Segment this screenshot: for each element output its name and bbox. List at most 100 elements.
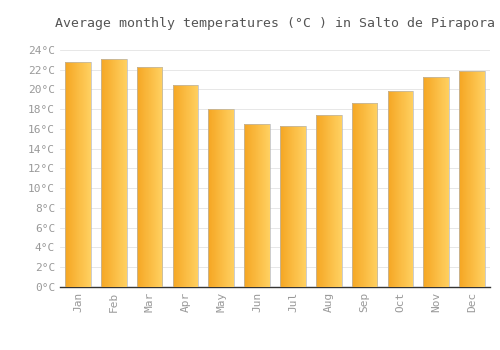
- Bar: [262, 124, 263, 287]
- Bar: [324, 115, 325, 287]
- Bar: [245, 124, 246, 287]
- Bar: [396, 91, 397, 287]
- Bar: [84, 62, 85, 287]
- Bar: [478, 71, 479, 287]
- Bar: [365, 103, 366, 287]
- Bar: [464, 71, 465, 287]
- Bar: [390, 91, 391, 287]
- Bar: [432, 77, 433, 287]
- Bar: [140, 66, 141, 287]
- Bar: [217, 109, 218, 287]
- Bar: [137, 66, 138, 287]
- Bar: [389, 91, 390, 287]
- Bar: [360, 103, 361, 287]
- Bar: [216, 109, 217, 287]
- Bar: [302, 126, 304, 287]
- Bar: [288, 126, 289, 287]
- Bar: [291, 126, 292, 287]
- Bar: [221, 109, 222, 287]
- Bar: [105, 59, 106, 287]
- Bar: [254, 124, 255, 287]
- Bar: [375, 103, 376, 287]
- Bar: [76, 62, 77, 287]
- Bar: [482, 71, 483, 287]
- Bar: [424, 77, 449, 287]
- Bar: [484, 71, 485, 287]
- Bar: [326, 115, 327, 287]
- Bar: [297, 126, 298, 287]
- Bar: [317, 115, 318, 287]
- Bar: [334, 115, 335, 287]
- Bar: [101, 59, 102, 287]
- Bar: [214, 109, 215, 287]
- Bar: [480, 71, 481, 287]
- Bar: [460, 71, 462, 287]
- Bar: [136, 66, 137, 287]
- Bar: [369, 103, 370, 287]
- Bar: [249, 124, 250, 287]
- Bar: [244, 124, 270, 287]
- Bar: [82, 62, 83, 287]
- Bar: [459, 71, 460, 287]
- Bar: [438, 77, 439, 287]
- Bar: [476, 71, 478, 287]
- Bar: [352, 103, 354, 287]
- Bar: [460, 71, 461, 287]
- Bar: [336, 115, 337, 287]
- Bar: [212, 109, 213, 287]
- Bar: [111, 59, 112, 287]
- Bar: [340, 115, 341, 287]
- Bar: [426, 77, 427, 287]
- Bar: [215, 109, 216, 287]
- Bar: [339, 115, 340, 287]
- Bar: [328, 115, 329, 287]
- Bar: [213, 109, 214, 287]
- Bar: [259, 124, 260, 287]
- Bar: [253, 124, 254, 287]
- Bar: [211, 109, 212, 287]
- Bar: [318, 115, 319, 287]
- Bar: [247, 124, 248, 287]
- Bar: [141, 66, 142, 287]
- Bar: [109, 59, 110, 287]
- Bar: [319, 115, 320, 287]
- Bar: [190, 85, 191, 287]
- Bar: [294, 126, 295, 287]
- Bar: [266, 124, 267, 287]
- Bar: [223, 109, 224, 287]
- Bar: [299, 126, 300, 287]
- Bar: [461, 71, 462, 287]
- Bar: [74, 62, 75, 287]
- Bar: [81, 62, 82, 287]
- Bar: [443, 77, 444, 287]
- Bar: [425, 77, 426, 287]
- Bar: [280, 126, 281, 287]
- Bar: [208, 109, 234, 287]
- Bar: [292, 126, 293, 287]
- Bar: [316, 115, 317, 287]
- Bar: [440, 77, 441, 287]
- Bar: [174, 85, 175, 287]
- Bar: [321, 115, 322, 287]
- Bar: [183, 85, 184, 287]
- Bar: [230, 109, 231, 287]
- Bar: [229, 109, 230, 287]
- Bar: [356, 103, 357, 287]
- Bar: [280, 126, 306, 287]
- Bar: [123, 59, 124, 287]
- Bar: [474, 71, 475, 287]
- Bar: [354, 103, 355, 287]
- Bar: [298, 126, 299, 287]
- Bar: [145, 66, 146, 287]
- Bar: [413, 91, 414, 287]
- Bar: [118, 59, 119, 287]
- Bar: [286, 126, 288, 287]
- Bar: [102, 59, 103, 287]
- Bar: [246, 124, 247, 287]
- Bar: [71, 62, 72, 287]
- Bar: [330, 115, 331, 287]
- Bar: [138, 66, 139, 287]
- Bar: [305, 126, 306, 287]
- Bar: [178, 85, 180, 287]
- Bar: [103, 59, 104, 287]
